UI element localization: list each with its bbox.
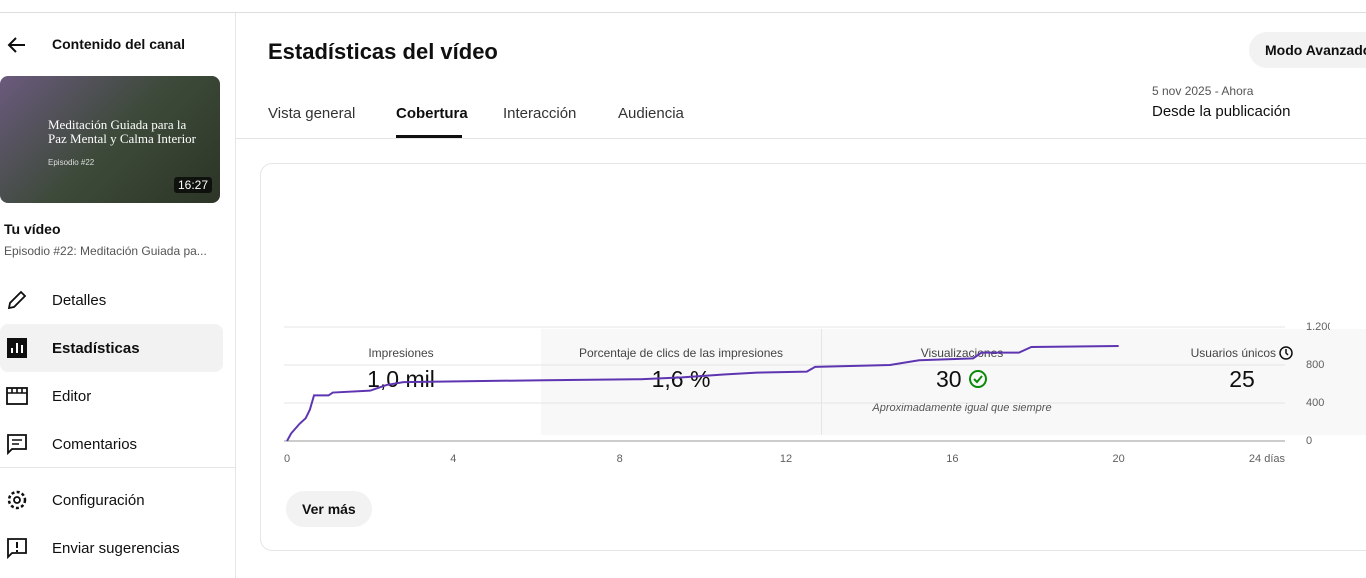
check-icon [968, 370, 987, 388]
chart: 0 400 800 1.200 0 4 8 12 16 20 24 días [284, 321, 1330, 465]
line [286, 345, 1119, 442]
metric-label: Visualizaciones [920, 346, 1004, 360]
y-tick-label: 400 [1306, 397, 1324, 409]
metric[interactable]: Porcentaje de clics de las impresiones 1,… [541, 329, 822, 435]
duration: 16:27 [173, 177, 212, 193]
x-tick-label: 16 [946, 453, 958, 465]
comments-icon [7, 434, 27, 456]
sidebar: Contenido del canal Meditación Guiada pa… [0, 13, 236, 578]
back-icon[interactable] [5, 33, 29, 57]
thumbnail-episode: Episodio #22 [48, 158, 95, 167]
x-tick-label: 0 [284, 453, 290, 465]
divider [0, 467, 235, 468]
thumbnail[interactable]: Meditación Guiada para la Paz Mental y C… [0, 76, 220, 203]
date-label[interactable]: Desde la publicación [1152, 103, 1291, 120]
tab-underline [396, 135, 462, 138]
metric[interactable]: Usuarios únicos 25 [1102, 329, 1366, 435]
tab[interactable]: Vista general [268, 105, 356, 122]
x-tick-label: 20 [1113, 453, 1125, 465]
date-range[interactable]: 5 nov 2025 - Ahora [1152, 84, 1254, 98]
tab[interactable]: Cobertura [396, 105, 468, 122]
video-label: Tu vídeo [4, 221, 61, 237]
metric-value: 25 [1229, 366, 1255, 392]
nav-item[interactable]: Configuración [52, 492, 145, 509]
advanced-button[interactable]: Modo Avanzado [1249, 32, 1366, 68]
back-title[interactable]: Contenido del canal [52, 36, 186, 52]
y-tick-label: 0 [1306, 435, 1312, 447]
x-tick-label: 24 días [1249, 453, 1286, 465]
active-nav-bg [0, 324, 223, 372]
x-tick-label: 8 [617, 453, 623, 465]
tabs-divider [236, 138, 1366, 139]
stats-icon [7, 338, 27, 358]
more-button[interactable]: Ver más [286, 491, 372, 527]
y-tick-label: 1.200 [1306, 321, 1330, 333]
settings-icon [7, 490, 27, 510]
editor-icon [6, 387, 28, 405]
nav-item[interactable]: Detalles [52, 292, 107, 309]
x-tick-label: 12 [780, 453, 792, 465]
nav-item[interactable]: Estadísticas [52, 340, 140, 357]
x-tick-label: 4 [450, 453, 456, 465]
clock-icon [1279, 346, 1294, 360]
y-tick-label: 800 [1306, 359, 1324, 371]
video-subtitle: Episodio #22: Meditación Guiada pa... [4, 244, 207, 258]
thumbnail-title: Meditación Guiada para la Paz Mental y C… [48, 117, 197, 146]
metric-label: Impresiones [368, 346, 434, 360]
feedback-icon [7, 538, 27, 560]
metric-label: Porcentaje de clics de las impresiones [578, 346, 784, 360]
metric-label: Usuarios únicos [1190, 346, 1277, 360]
nav-item[interactable]: Enviar sugerencias [52, 540, 180, 557]
metric-note: Aproximadamente igual que siempre [872, 402, 1052, 414]
metric-value: 30 [936, 366, 962, 392]
nav-item[interactable]: Comentarios [52, 436, 138, 453]
page-title: Estadísticas del vídeo [268, 39, 498, 64]
card: Impresiones 1,0 mil Porcentaje de clics d… [260, 163, 1366, 551]
nav-item[interactable]: Editor [52, 388, 92, 405]
pencil-icon [7, 290, 27, 310]
tab[interactable]: Audiencia [618, 105, 684, 122]
top-bar [0, 0, 1366, 13]
tab[interactable]: Interacción [503, 105, 577, 122]
